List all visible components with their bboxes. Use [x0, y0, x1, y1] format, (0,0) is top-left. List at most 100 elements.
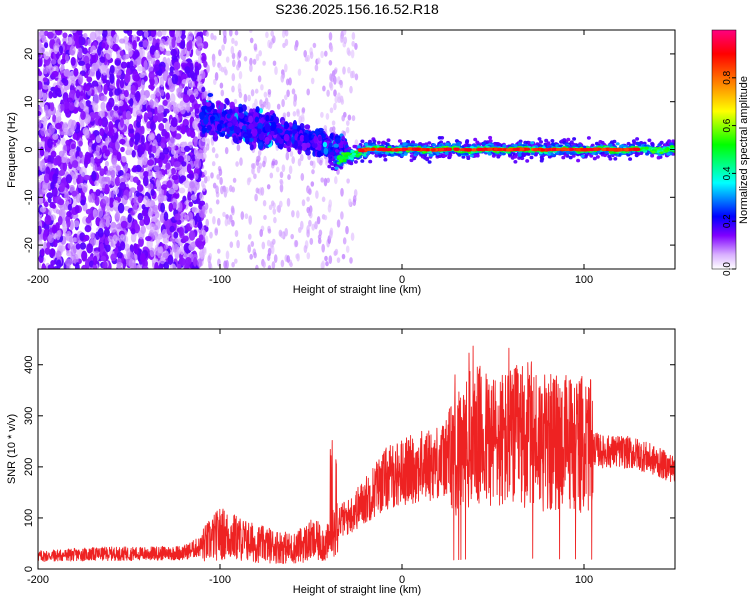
faint-blob	[227, 218, 231, 225]
faint-blob	[317, 238, 322, 244]
carrier-halo	[626, 141, 631, 146]
carrier-band	[580, 154, 585, 158]
noise-blob	[94, 180, 99, 187]
faint-blob	[342, 30, 347, 36]
noise-blob	[38, 80, 43, 91]
faint-blob	[323, 177, 328, 187]
carrier-halo	[383, 157, 388, 162]
faint-blob	[341, 114, 346, 122]
noise-blob	[148, 171, 153, 180]
noise-blob	[113, 130, 119, 140]
noise-blob	[112, 43, 120, 52]
noise-blob	[202, 41, 209, 49]
noise-blob	[63, 79, 69, 86]
noise-blob	[159, 256, 166, 265]
faint-blob	[258, 50, 263, 57]
noise-blob	[147, 183, 154, 190]
noise-blob	[153, 64, 160, 72]
noise-blob	[184, 257, 192, 266]
noise-blob	[95, 135, 102, 144]
faint-blob	[342, 66, 346, 75]
noise-blob	[71, 237, 78, 243]
noise-blob	[108, 128, 115, 136]
transition-blob	[205, 102, 212, 107]
noise-blob	[104, 125, 109, 134]
noise-blob	[147, 111, 153, 118]
noise-blob	[160, 142, 166, 149]
noise-blob	[105, 49, 112, 60]
carrier-halo	[576, 158, 581, 163]
transition-blob	[219, 120, 224, 125]
faint-blob	[328, 255, 333, 264]
noise-blob	[186, 103, 191, 113]
noise-blob	[46, 241, 51, 249]
noise-blob	[128, 128, 135, 134]
noise-blob	[170, 167, 177, 175]
faint-blob	[352, 198, 357, 207]
noise-blob	[132, 176, 139, 183]
noise-blob	[108, 90, 113, 97]
noise-blob	[160, 89, 165, 97]
noise-blob	[143, 60, 148, 71]
faint-blob	[351, 115, 356, 122]
faint-blob	[284, 63, 288, 73]
noise-blob	[136, 30, 144, 37]
transition-blob	[328, 142, 333, 148]
transition-blob	[317, 127, 324, 132]
faint-blob	[296, 210, 300, 219]
noise-blob	[46, 192, 54, 199]
noise-blob	[121, 195, 128, 205]
noise-blob	[108, 97, 115, 108]
noise-blob	[186, 41, 192, 52]
noise-blob	[147, 35, 154, 45]
noise-blob	[103, 83, 108, 95]
noise-blob	[169, 30, 176, 38]
noise-blob	[181, 79, 188, 85]
noise-blob	[44, 214, 52, 225]
faint-blob	[204, 202, 209, 210]
transition-blob	[212, 108, 218, 114]
noise-blob	[92, 208, 98, 219]
faint-blob	[272, 35, 276, 44]
noise-blob	[197, 54, 203, 64]
figure-title: S236.2025.156.16.52.R18	[275, 1, 439, 17]
noise-blob	[124, 73, 131, 84]
noise-blob	[91, 80, 99, 87]
carrier-halo	[442, 154, 447, 158]
noise-blob	[193, 256, 198, 267]
noise-blob	[150, 188, 155, 197]
carrier-halo	[647, 138, 652, 143]
noise-blob	[55, 122, 62, 130]
noise-blob	[43, 104, 49, 114]
noise-blob	[113, 33, 120, 44]
faint-blob	[281, 98, 285, 108]
faint-blob	[254, 193, 258, 202]
noise-blob	[137, 195, 143, 204]
noise-blob	[163, 211, 169, 222]
transition-blob	[251, 128, 258, 137]
noise-blob	[64, 258, 72, 267]
faint-blob	[221, 44, 225, 51]
transition-blob	[283, 133, 290, 142]
faint-blob	[323, 214, 328, 221]
faint-blob	[333, 89, 337, 97]
noise-blob	[123, 171, 128, 182]
faint-blob	[249, 57, 253, 66]
faint-blob	[286, 111, 291, 118]
carrier-halo	[529, 155, 534, 160]
carrier-halo	[427, 141, 432, 145]
noise-blob	[119, 50, 124, 57]
faint-blob	[234, 40, 238, 47]
faint-blob	[271, 160, 276, 166]
noise-blob	[156, 170, 163, 181]
faint-blob	[278, 229, 283, 237]
noise-blob	[154, 98, 159, 107]
faint-blob	[223, 35, 227, 45]
noise-blob	[97, 227, 104, 238]
noise-blob	[185, 155, 191, 162]
noise-blob	[109, 73, 115, 84]
noise-blob	[181, 161, 187, 167]
noise-blob	[191, 264, 199, 269]
faint-blob	[205, 143, 210, 151]
